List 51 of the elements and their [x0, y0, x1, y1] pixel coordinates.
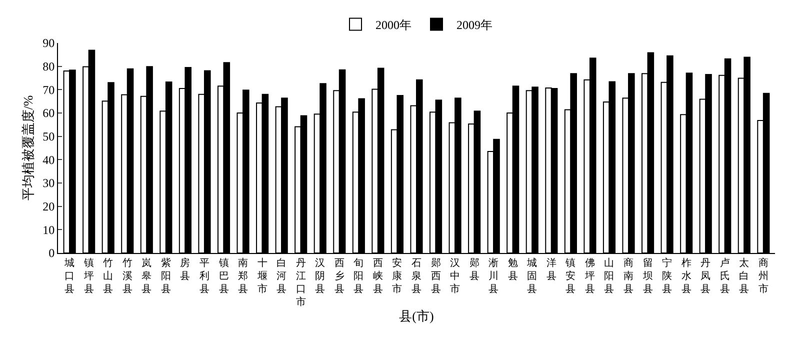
x-tick-label: 太白县: [739, 257, 750, 295]
x-tick-label: 安康市: [392, 257, 402, 295]
x-axis-title: 县(市): [399, 308, 434, 324]
y-tick-label: 40: [42, 152, 55, 167]
x-tick-label: 紫阳县: [160, 257, 171, 295]
y-tick-label: 80: [42, 60, 55, 74]
x-tick-label: 卢氏县: [720, 257, 730, 295]
x-tick-label: 城固县: [526, 257, 538, 295]
x-tick-label: 汉阴县: [315, 257, 326, 295]
x-tick-label: 旬阳县: [354, 257, 364, 295]
x-tick-label: 十堰市: [256, 257, 268, 295]
x-tick-label: 石泉县: [412, 258, 422, 295]
x-tick-label: 西峡县: [372, 258, 383, 295]
x-tick-label: 洋县: [546, 257, 556, 282]
x-tick-label: 郧县: [469, 258, 480, 282]
y-tick-label: 70: [42, 82, 55, 97]
x-tick-label: 西乡县: [334, 258, 344, 295]
y-tick-label: 50: [42, 130, 55, 144]
x-tick-label: 商南县: [624, 257, 634, 295]
x-tick-label: 平利县: [199, 258, 210, 295]
x-tick-label: 镇安县: [564, 257, 576, 295]
legend-label: 2009年: [456, 18, 492, 32]
y-axis-title: 平均植被覆盖度/%: [20, 95, 36, 201]
x-tick-label: 山阳县: [604, 257, 614, 295]
y-tick-label: 30: [42, 176, 55, 190]
y-tick-label: 20: [42, 200, 55, 214]
x-tick-label: 城口县: [64, 257, 75, 295]
y-tick-label: 90: [42, 36, 55, 50]
legend-label: 2000年: [376, 18, 412, 32]
x-tick-label: 汉中市: [450, 257, 460, 295]
x-tick-label: 镇坪县: [82, 257, 94, 295]
x-tick-label: 勉县: [508, 257, 518, 282]
x-tick-label: 镇巴县: [218, 257, 229, 295]
x-tick-label: 郧西县: [430, 258, 441, 295]
x-tick-label: 丹凤县: [700, 258, 711, 295]
y-tick-label: 10: [42, 222, 55, 237]
y-tick-label: 60: [42, 106, 55, 120]
x-tick-label: 淅川县: [488, 257, 499, 295]
x-tick-label: 佛坪县: [584, 258, 595, 295]
x-tick-label: 竹溪县: [122, 257, 132, 295]
y-tick-label: 0: [48, 246, 55, 260]
x-tick-label: 房县: [180, 257, 190, 282]
x-tick-label: 柞水县: [681, 257, 692, 295]
x-tick-label: 留坝县: [642, 257, 653, 295]
x-tick-label: 白河县: [276, 257, 287, 295]
x-tick-label: 商州市: [758, 257, 768, 295]
x-tick-label: 岚皋县: [142, 257, 152, 295]
x-tick-label: 丹江口市: [296, 258, 306, 308]
x-tick-label: 宁陕县: [662, 257, 672, 295]
x-tick-label: 南郑县: [238, 257, 248, 295]
x-tick-label: 竹山县: [103, 257, 114, 295]
